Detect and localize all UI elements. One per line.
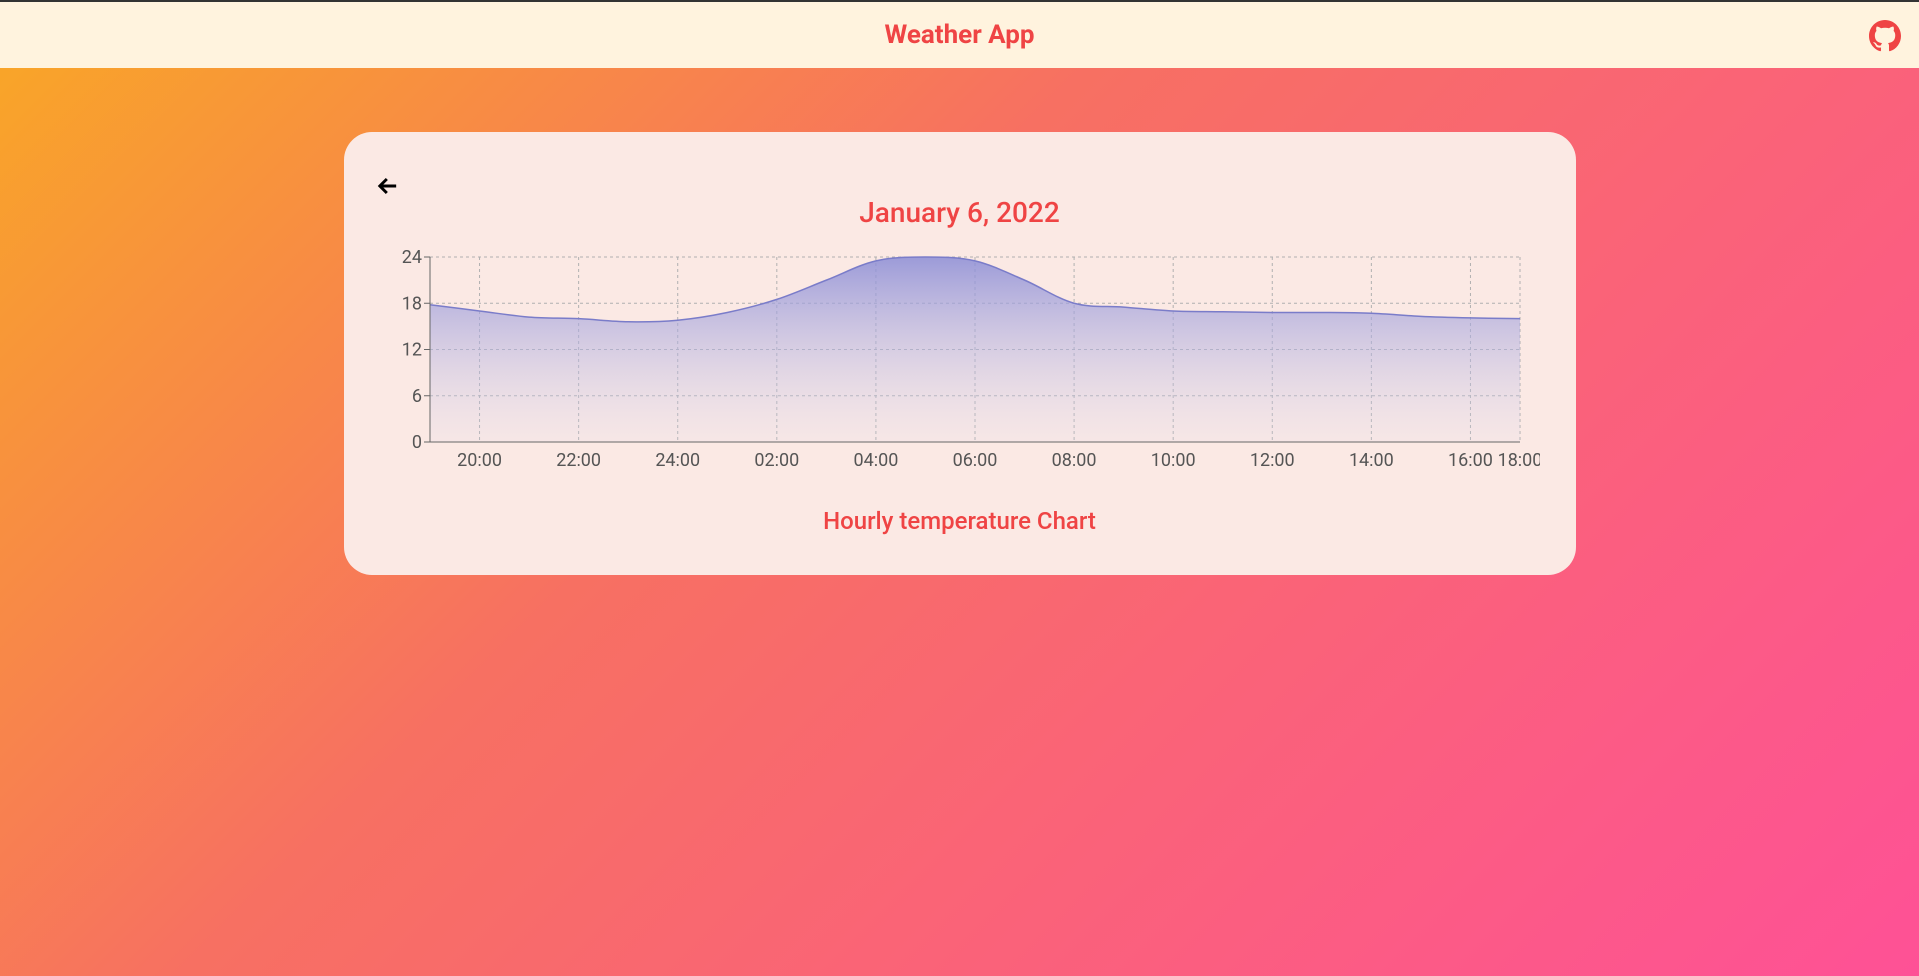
y-tick-label: 6	[411, 386, 421, 407]
x-tick-label: 24:00	[655, 450, 700, 471]
chart-caption: Hourly temperature Chart	[374, 507, 1546, 535]
x-tick-label: 06:00	[952, 450, 997, 471]
x-tick-label: 16:00	[1448, 450, 1493, 471]
x-tick-label: 04:00	[853, 450, 898, 471]
github-icon[interactable]	[1869, 20, 1901, 52]
x-tick-label: 18:00	[1497, 450, 1539, 471]
x-tick-label: 22:00	[556, 450, 601, 471]
y-tick-label: 18	[401, 293, 421, 314]
x-tick-label: 14:00	[1348, 450, 1393, 471]
x-tick-label: 10:00	[1150, 450, 1195, 471]
chart-card: January 6, 2022 0612182420:0022:0024:000…	[344, 132, 1576, 575]
y-tick-label: 24	[401, 247, 421, 268]
app-title: Weather App	[884, 20, 1034, 50]
x-tick-label: 08:00	[1051, 450, 1096, 471]
y-tick-label: 12	[401, 340, 421, 361]
x-tick-label: 02:00	[754, 450, 799, 471]
topbar: Weather App	[0, 0, 1919, 68]
chart-container: 0 6 12 18 24 20:00 22:00 24:00 02:00 04:00 06:00 08…	[374, 247, 1546, 477]
back-button[interactable]	[374, 172, 402, 200]
x-tick-label: 12:00	[1249, 450, 1294, 471]
date-title: January 6, 2022	[374, 196, 1546, 229]
temperature-chart: 0 6 12 18 24 20:00 22:00 24:00 02:00 04:00 06:00 08…	[380, 247, 1540, 477]
y-tick-label: 0	[411, 432, 421, 453]
x-tick-label: 20:00	[457, 450, 502, 471]
